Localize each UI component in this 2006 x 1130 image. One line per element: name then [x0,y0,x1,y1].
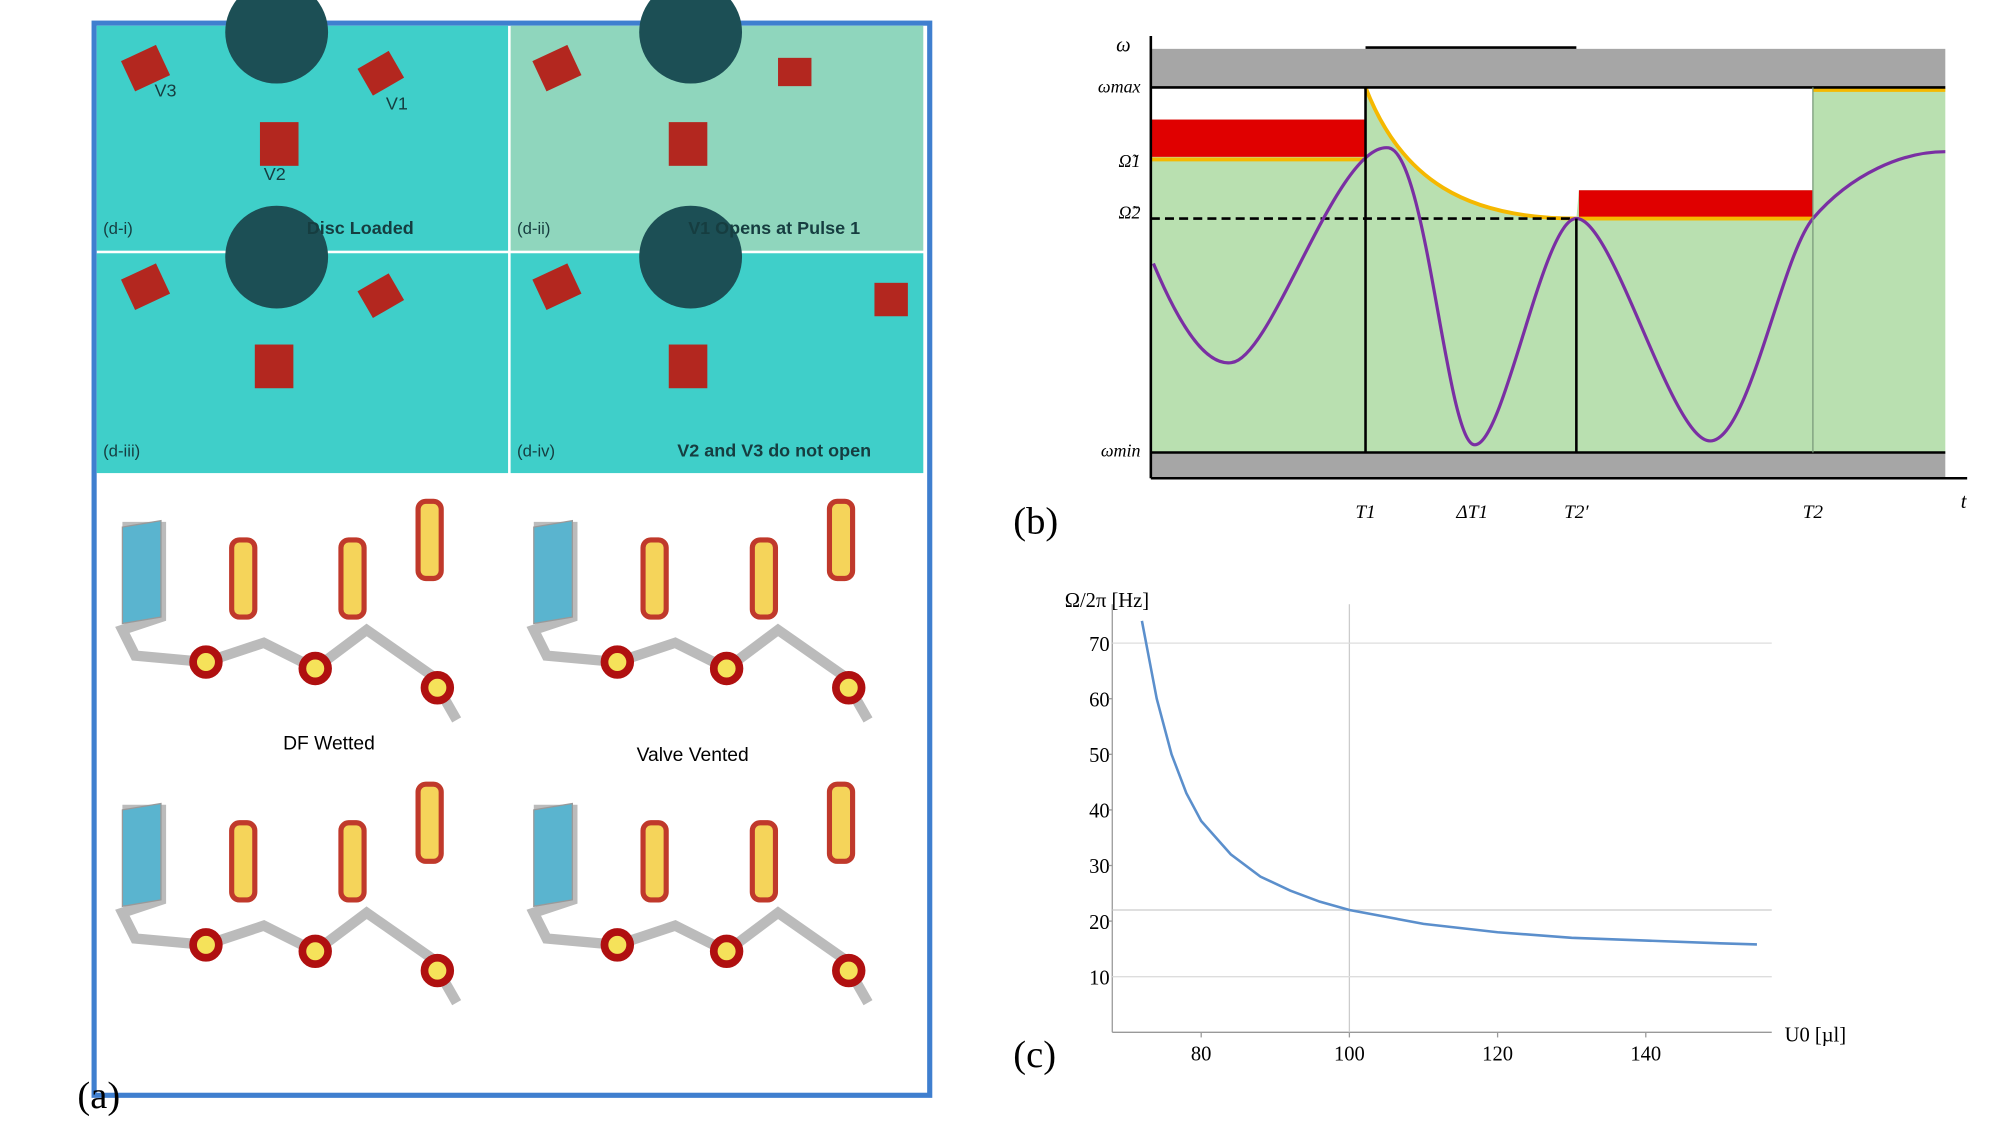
band [1150,452,1946,479]
valve [420,671,455,705]
label: T2 [1803,502,1824,523]
chamber [229,820,258,903]
chamber [826,498,856,582]
photo-tag: (d-i) [103,219,133,238]
y-tick-label: 70 [1089,634,1110,656]
chamber [826,781,856,864]
photo-tag: (d-ii) [517,219,550,238]
valve [709,934,744,969]
photo-caption: V1 Opens at Pulse 1 [688,218,860,238]
photo-tag: (d-iii) [103,441,140,460]
y-labels: ωmax Ω̃1 Ω̃2 ωmin [1098,77,1141,461]
photo-caption: Disc Loaded [307,218,414,238]
reservoir [533,802,573,908]
panel-label: (c) [1013,1034,1056,1076]
photo-tag: (d-iv) [517,441,555,460]
panel-label: (b) [1013,501,1058,543]
label: ωmax [1098,77,1141,97]
valve [832,953,866,988]
label: Ω̃2 [1119,203,1141,223]
y-tick-label: 60 [1089,689,1110,711]
photo-caption: V2 and V3 do not open [677,440,871,460]
curve [1151,146,1946,447]
line [1140,620,1757,946]
valve [189,645,223,679]
valve [189,928,223,962]
limits [1150,86,1946,221]
y-tick-label: 40 [1089,801,1110,823]
band [1150,48,1946,88]
bar [1578,190,1813,218]
label: T1 [1355,502,1375,523]
valve [600,928,635,962]
label: ωmin [1101,440,1141,460]
chamber [229,537,258,620]
chamber [640,537,669,620]
chamber [749,820,779,903]
chamber [640,820,669,903]
valve [709,651,744,686]
valve [600,645,635,679]
bar [1150,119,1366,157]
y-tick-label: 50 [1089,745,1110,767]
chamber [749,537,779,620]
valve [298,651,332,686]
valve-label: V3 [155,80,177,100]
axis-label: ω [1116,34,1131,56]
label: ΔT1 [1455,502,1488,523]
valve [420,953,455,988]
schematics [115,498,873,1006]
hubs [225,0,743,309]
x-axis-label: U0 [µl] [1785,1024,1846,1046]
label: Ω̃1 [1119,151,1141,171]
valve-label: V1 [386,93,408,113]
chamber [415,498,444,582]
reservoir [121,519,162,625]
region [1365,87,1813,219]
x-labels: T1 ΔT1 T2′ T2 [1355,502,1823,523]
x-tick-label: 100 [1334,1044,1365,1066]
y-tick-label: 30 [1089,856,1110,878]
region [1150,87,1366,120]
x-tick-label: 140 [1630,1044,1661,1066]
panel-label: (a) [77,1075,120,1117]
chamber [338,820,367,903]
reservoir [533,519,573,625]
y-axis-label: Ω/2π [Hz] [1065,590,1149,612]
y-tick-label: 20 [1089,912,1110,934]
panel-b: ω t ωmax Ω̃1 Ω̃2 ωmin T1 ΔT1 T2′ T2 (b) [1013,34,1967,542]
chamber [338,537,367,620]
valves [120,44,908,389]
annotation: Valve Vented [637,745,749,766]
y-tick-label: 10 [1089,967,1110,989]
panel-a: (a) (d-i) Disc Loaded (d-ii) V1 Opens at Pu… [77,0,933,1117]
reservoir [121,802,162,908]
panel-c: 10 20 30 40 50 60 70 80 100 120 140 Ω/2π [Hz] U0 [µl… [1013,590,1846,1076]
x-tick-label: 80 [1191,1044,1212,1066]
chamber [415,781,444,864]
valve-label: V2 [264,164,286,184]
axis-label: t [1961,491,1968,513]
valve [298,934,332,969]
label: T2′ [1564,502,1589,523]
x-tick-label: 120 [1482,1044,1513,1066]
valve [832,671,866,705]
annotation: DF Wetted [283,733,375,754]
